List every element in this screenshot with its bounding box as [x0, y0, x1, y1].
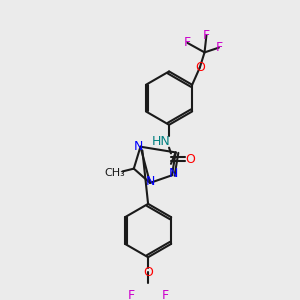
- Text: F: F: [128, 289, 134, 300]
- Text: F: F: [215, 41, 222, 54]
- Text: HN: HN: [152, 135, 171, 148]
- Text: F: F: [162, 289, 169, 300]
- Text: N: N: [134, 140, 143, 153]
- Text: N: N: [169, 167, 178, 180]
- Text: F: F: [184, 36, 191, 50]
- Text: N: N: [145, 175, 155, 188]
- Text: O: O: [143, 266, 153, 279]
- Text: F: F: [203, 29, 210, 42]
- Text: CH₃: CH₃: [104, 168, 125, 178]
- Text: O: O: [185, 153, 195, 166]
- Text: O: O: [195, 61, 205, 74]
